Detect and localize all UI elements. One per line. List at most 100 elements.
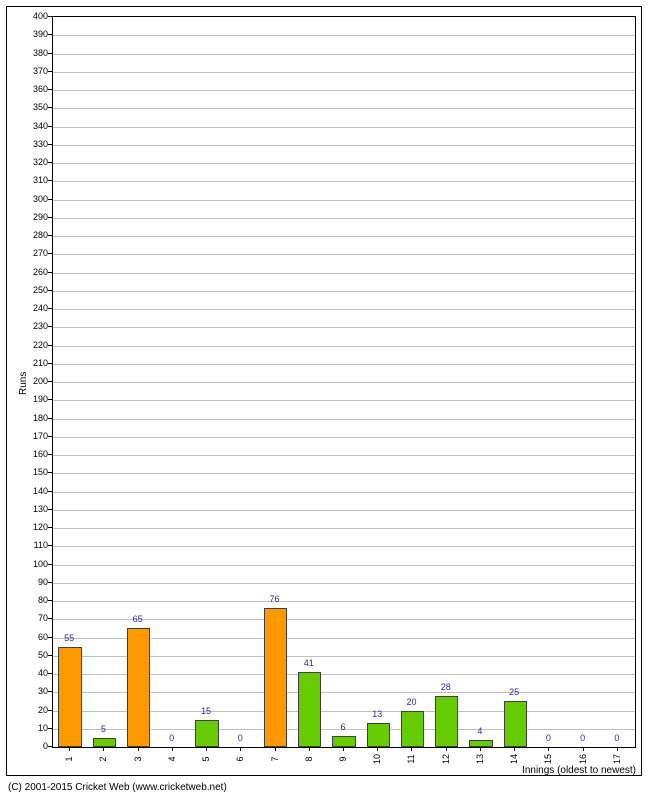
y-tick-mark	[48, 162, 52, 163]
gridline	[53, 565, 635, 566]
x-tick-label: 8	[304, 749, 314, 769]
bar	[127, 628, 150, 747]
y-tick-label: 150	[24, 467, 48, 477]
bar-value-label: 0	[160, 733, 184, 743]
y-tick-mark	[48, 582, 52, 583]
y-tick-label: 310	[24, 175, 48, 185]
gridline	[53, 583, 635, 584]
gridline	[53, 90, 635, 91]
y-tick-mark	[48, 545, 52, 546]
y-tick-label: 130	[24, 504, 48, 514]
x-tick-label: 14	[509, 749, 519, 769]
plot-area	[52, 16, 636, 748]
gridline	[53, 346, 635, 347]
gridline	[53, 108, 635, 109]
y-tick-mark	[48, 655, 52, 656]
y-tick-label: 220	[24, 340, 48, 350]
y-tick-label: 170	[24, 431, 48, 441]
y-tick-mark	[48, 399, 52, 400]
y-tick-mark	[48, 673, 52, 674]
y-tick-mark	[48, 491, 52, 492]
bar	[58, 647, 81, 747]
gridline	[53, 181, 635, 182]
gridline	[53, 163, 635, 164]
y-tick-mark	[48, 16, 52, 17]
y-tick-label: 340	[24, 121, 48, 131]
bar-value-label: 13	[365, 709, 389, 719]
y-tick-mark	[48, 290, 52, 291]
y-tick-mark	[48, 436, 52, 437]
x-tick-label: 15	[543, 749, 553, 769]
y-tick-mark	[48, 728, 52, 729]
y-tick-mark	[48, 53, 52, 54]
y-tick-mark	[48, 691, 52, 692]
gridline	[53, 492, 635, 493]
x-tick-label: 4	[167, 749, 177, 769]
y-tick-label: 60	[24, 632, 48, 642]
chart-container: Runs Innings (oldest to newest) (C) 2001…	[0, 0, 650, 800]
y-tick-label: 190	[24, 394, 48, 404]
bar-value-label: 5	[91, 724, 115, 734]
y-tick-label: 30	[24, 686, 48, 696]
x-tick-label: 9	[338, 749, 348, 769]
x-tick-label: 6	[235, 749, 245, 769]
y-tick-mark	[48, 107, 52, 108]
y-tick-label: 210	[24, 358, 48, 368]
gridline	[53, 127, 635, 128]
y-tick-mark	[48, 600, 52, 601]
y-tick-label: 120	[24, 522, 48, 532]
gridline	[53, 382, 635, 383]
bar-value-label: 41	[297, 658, 321, 668]
x-tick-label: 1	[64, 749, 74, 769]
y-tick-mark	[48, 509, 52, 510]
gridline	[53, 273, 635, 274]
y-tick-mark	[48, 253, 52, 254]
y-tick-label: 290	[24, 212, 48, 222]
y-tick-mark	[48, 454, 52, 455]
y-tick-mark	[48, 527, 52, 528]
bar-value-label: 15	[194, 706, 218, 716]
y-tick-label: 90	[24, 577, 48, 587]
y-tick-label: 280	[24, 230, 48, 240]
gridline	[53, 200, 635, 201]
y-tick-mark	[48, 472, 52, 473]
x-tick-label: 13	[475, 749, 485, 769]
bar-value-label: 25	[502, 687, 526, 697]
gridline	[53, 437, 635, 438]
gridline	[53, 455, 635, 456]
bar-value-label: 0	[536, 733, 560, 743]
y-tick-label: 380	[24, 48, 48, 58]
y-tick-label: 80	[24, 595, 48, 605]
y-tick-label: 20	[24, 705, 48, 715]
gridline	[53, 236, 635, 237]
x-tick-label: 3	[133, 749, 143, 769]
y-tick-mark	[48, 618, 52, 619]
y-tick-label: 320	[24, 157, 48, 167]
bar	[504, 701, 527, 747]
y-tick-label: 370	[24, 66, 48, 76]
gridline	[53, 364, 635, 365]
gridline	[53, 473, 635, 474]
y-tick-mark	[48, 272, 52, 273]
bar	[435, 696, 458, 747]
y-tick-label: 50	[24, 650, 48, 660]
y-tick-label: 270	[24, 248, 48, 258]
gridline	[53, 54, 635, 55]
bar-value-label: 0	[228, 733, 252, 743]
bar-value-label: 20	[399, 697, 423, 707]
gridline	[53, 327, 635, 328]
bar	[401, 711, 424, 748]
y-tick-label: 400	[24, 11, 48, 21]
y-tick-mark	[48, 71, 52, 72]
y-tick-mark	[48, 308, 52, 309]
y-tick-label: 230	[24, 321, 48, 331]
y-tick-mark	[48, 746, 52, 747]
bar	[264, 608, 287, 747]
y-tick-label: 100	[24, 559, 48, 569]
y-tick-label: 40	[24, 668, 48, 678]
gridline	[53, 510, 635, 511]
y-tick-label: 250	[24, 285, 48, 295]
y-tick-mark	[48, 564, 52, 565]
gridline	[53, 145, 635, 146]
y-tick-mark	[48, 363, 52, 364]
